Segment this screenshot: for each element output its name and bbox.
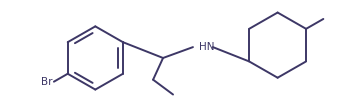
Text: Br: Br — [41, 77, 53, 87]
Text: HN: HN — [199, 42, 215, 52]
